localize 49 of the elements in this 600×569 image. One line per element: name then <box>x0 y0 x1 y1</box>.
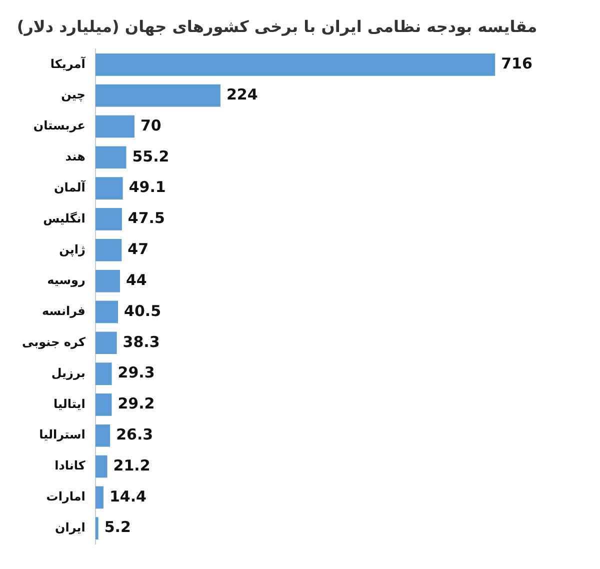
bar <box>95 455 108 478</box>
bar <box>95 517 98 540</box>
data-label: 716 <box>501 54 532 73</box>
data-label: 29.2 <box>118 394 155 413</box>
bar <box>95 84 220 107</box>
y-tick-label: انگلیس <box>43 211 86 226</box>
y-tick-label: کانادا <box>54 458 86 473</box>
y-tick-label: برزیل <box>51 366 86 380</box>
y-tick-label: استرالیا <box>39 428 86 442</box>
data-label: 224 <box>226 85 258 104</box>
y-tick-label: هند <box>65 150 86 164</box>
chart-title: مقایسه بودجه نظامی ایران با برخی کشورهای جهان (میلیارد دلار) <box>16 16 538 36</box>
y-tick-label: آمریکا <box>50 56 86 71</box>
data-label: 21.2 <box>113 456 150 474</box>
bar <box>95 300 118 324</box>
bar <box>95 177 123 200</box>
y-tick-label: ایران <box>54 520 86 534</box>
bar <box>95 486 104 509</box>
bar <box>95 238 122 262</box>
y-tick-label: روسیه <box>47 273 86 288</box>
bar <box>95 394 112 416</box>
bar <box>95 424 110 447</box>
bar <box>95 362 112 385</box>
data-label: 40.5 <box>124 302 162 320</box>
y-tick-label: آلمان <box>54 179 86 194</box>
data-label: 44 <box>126 270 147 289</box>
data-label: 14.4 <box>109 487 146 506</box>
data-label: 26.3 <box>116 425 154 444</box>
data-label: 5.2 <box>104 518 131 536</box>
data-label: 55.2 <box>132 147 170 166</box>
y-tick-label: چین <box>61 88 86 102</box>
data-label: 70 <box>140 116 162 134</box>
y-tick-label: فرانسه <box>42 304 86 318</box>
data-label: 29.3 <box>118 364 155 382</box>
bar <box>95 146 126 169</box>
y-tick-label: عربستان <box>33 118 86 133</box>
data-label: 47 <box>128 240 149 258</box>
bar <box>95 53 496 76</box>
bar <box>95 332 117 354</box>
data-label: 38.3 <box>122 332 160 351</box>
bar <box>95 208 122 230</box>
y-tick-label: امارات <box>46 490 86 504</box>
data-label: 49.1 <box>128 178 166 196</box>
y-tick-label: ژاپن <box>59 242 86 256</box>
y-tick-label: ایتالیا <box>53 396 86 411</box>
y-tick-label: کره جنوبی <box>22 334 86 349</box>
data-label: 47.5 <box>128 209 165 228</box>
bar <box>95 270 120 292</box>
bar <box>95 115 134 138</box>
